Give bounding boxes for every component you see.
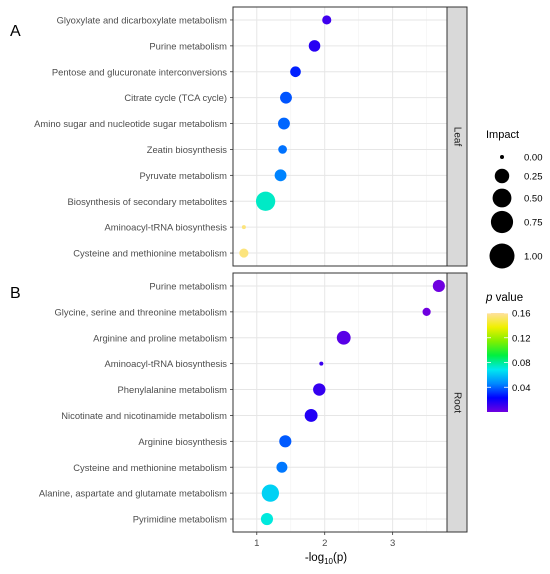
- data-point: [290, 66, 301, 78]
- color-legend-title: p value: [485, 292, 523, 304]
- facet-strip-label: Root: [451, 392, 462, 413]
- x-tick-label: 1: [254, 538, 259, 549]
- data-point: [304, 408, 318, 422]
- y-tick-label: Phenylalanine metabolism: [118, 384, 228, 395]
- data-point: [336, 330, 351, 345]
- data-point: [278, 117, 290, 130]
- y-tick-label: Glyoxylate and dicarboxylate metabolism: [57, 14, 228, 25]
- y-tick-label: Pentose and glucuronate interconversions: [52, 66, 227, 77]
- data-point: [260, 512, 274, 526]
- size-legend-key: [492, 188, 512, 208]
- data-point: [280, 91, 292, 104]
- size-legend-key: [500, 155, 504, 159]
- data-point: [276, 461, 288, 473]
- panel-letter: B: [10, 285, 21, 302]
- panel-background: [233, 7, 447, 266]
- data-point: [278, 145, 287, 154]
- data-point: [319, 361, 324, 366]
- y-tick-label: Amino sugar and nucleotide sugar metabol…: [34, 118, 227, 129]
- y-tick-label: Arginine and proline metabolism: [93, 332, 227, 343]
- size-legend-key: [490, 210, 514, 234]
- color-legend-label: 0.12: [512, 333, 531, 344]
- y-tick-label: Alanine, aspartate and glutamate metabol…: [39, 488, 227, 499]
- x-tick-label: 3: [390, 538, 395, 549]
- color-legend-label: 0.08: [512, 358, 531, 369]
- size-legend-label: 1.00: [524, 252, 543, 263]
- data-point: [241, 225, 246, 230]
- y-tick-label: Pyrimidine metabolism: [133, 514, 227, 525]
- facet-strip-label: Leaf: [451, 127, 462, 147]
- data-point: [432, 279, 445, 293]
- color-legend-label: 0.04: [512, 383, 531, 394]
- color-legend-bar: [487, 313, 508, 412]
- color-legend-label: 0.16: [512, 309, 531, 320]
- data-point: [279, 435, 292, 448]
- x-tick-label: 2: [322, 538, 327, 549]
- size-legend-key: [489, 243, 515, 269]
- y-tick-label: Cysteine and methionine metabolism: [73, 248, 227, 259]
- y-tick-label: Arginine biosynthesis: [138, 436, 227, 447]
- y-tick-label: Glycine, serine and threonine metabolism: [55, 306, 228, 317]
- size-legend-title: Impact: [486, 129, 519, 141]
- data-point: [422, 307, 431, 316]
- data-point: [322, 15, 332, 25]
- size-legend-label: 0.25: [524, 172, 543, 183]
- y-tick-label: Cysteine and methionine metabolism: [73, 462, 227, 473]
- data-point: [239, 248, 249, 258]
- y-tick-label: Citrate cycle (TCA cycle): [124, 92, 227, 103]
- y-tick-label: Aminoacyl-tRNA biosynthesis: [105, 222, 228, 233]
- y-tick-label: Purine metabolism: [149, 40, 227, 51]
- size-legend-key: [494, 168, 510, 184]
- x-axis-title: -log10(p): [305, 552, 347, 566]
- y-tick-label: Zeatin biosynthesis: [147, 144, 228, 155]
- data-point: [274, 169, 287, 182]
- data-point: [255, 191, 276, 211]
- y-tick-label: Aminoacyl-tRNA biosynthesis: [105, 358, 228, 369]
- size-legend-label: 0.50: [524, 194, 543, 205]
- size-legend-label: 0.75: [524, 218, 543, 229]
- y-tick-label: Biosynthesis of secondary metabolites: [68, 196, 228, 207]
- panel-letter: A: [10, 23, 21, 40]
- y-tick-label: Purine metabolism: [149, 280, 227, 291]
- size-legend-label: 0.00: [524, 153, 543, 164]
- data-point: [261, 484, 280, 502]
- y-tick-label: Pyruvate metabolism: [139, 170, 227, 181]
- facet-strip: [446, 6, 468, 267]
- facet-strip: [446, 272, 468, 533]
- data-point: [313, 383, 326, 396]
- data-point: [308, 40, 321, 52]
- y-tick-label: Nicotinate and nicotinamide metabolism: [61, 410, 227, 421]
